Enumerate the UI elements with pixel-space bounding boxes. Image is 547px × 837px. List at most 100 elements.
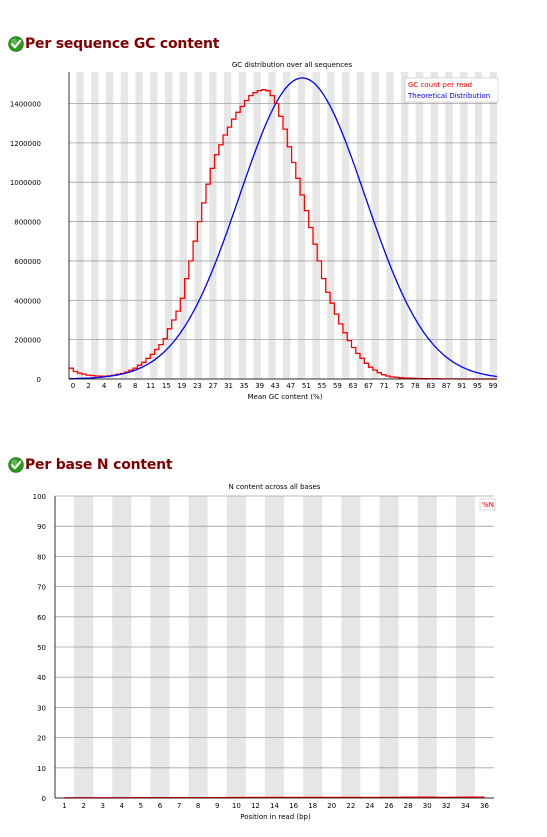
x-tick-label: 34 <box>461 802 470 810</box>
y-tick-label: 800000 <box>14 219 41 227</box>
legend-box <box>404 77 499 103</box>
x-tick-label: 18 <box>308 802 317 810</box>
series-gc-count-line <box>69 89 497 380</box>
section-title: Per sequence GC content <box>25 36 220 52</box>
x-tick-label: 8 <box>133 382 137 390</box>
x-axis-label: Position in read (bp) <box>240 813 311 821</box>
plot-stripe <box>474 72 483 379</box>
x-tick-label: 83 <box>426 382 435 390</box>
x-tick-label: 35 <box>240 382 249 390</box>
chart-title: GC distribution over all sequences <box>232 61 353 69</box>
chart-title: N content across all bases <box>229 483 321 491</box>
plot-stripe <box>297 72 306 379</box>
y-tick-label: 40 <box>37 674 46 682</box>
y-tick-label: 20 <box>37 735 46 743</box>
x-tick-label: 30 <box>423 802 432 810</box>
plot-stripe <box>460 72 468 379</box>
x-tick-label: 6 <box>158 802 163 810</box>
y-tick-label: 90 <box>37 523 46 531</box>
x-tick-label: 20 <box>327 802 336 810</box>
legend-label: GC count per read <box>408 81 472 89</box>
plot-stripe <box>356 72 365 379</box>
x-tick-label: 71 <box>380 382 389 390</box>
x-tick-label: 11 <box>146 382 155 390</box>
y-tick-label: 100 <box>33 493 46 501</box>
plot-stripe <box>76 72 84 379</box>
x-tick-label: 1 <box>62 802 66 810</box>
x-tick-label: 26 <box>385 802 394 810</box>
legend-box <box>479 498 496 511</box>
x-tick-label: 28 <box>404 802 413 810</box>
x-tick-label: 19 <box>177 382 186 390</box>
x-tick-label: 10 <box>232 802 241 810</box>
legend-label: Theoretical Distribution <box>407 92 490 100</box>
plot-stripe <box>327 72 335 379</box>
x-tick-label: 22 <box>346 802 355 810</box>
x-tick-label: 5 <box>139 802 143 810</box>
x-tick-label: 2 <box>81 802 85 810</box>
x-tick-label: 43 <box>271 382 280 390</box>
plot-stripe <box>194 72 202 379</box>
x-tick-label: 24 <box>365 802 374 810</box>
y-tick-label: 50 <box>37 644 46 652</box>
x-tick-label: 91 <box>457 382 466 390</box>
x-tick-label: 31 <box>224 382 233 390</box>
x-tick-label: 32 <box>442 802 451 810</box>
x-tick-label: 87 <box>442 382 451 390</box>
y-tick-label: 200000 <box>14 337 41 345</box>
x-tick-label: 36 <box>480 802 489 810</box>
x-tick-label: 27 <box>209 382 218 390</box>
x-tick-label: 12 <box>251 802 260 810</box>
y-tick-label: 10 <box>37 765 46 773</box>
section-header-gc: Per sequence GC content <box>8 34 219 54</box>
y-tick-label: 1400000 <box>10 100 41 108</box>
plot-stripe <box>238 72 247 379</box>
plot-stripe <box>268 72 276 379</box>
y-tick-label: 30 <box>37 704 46 712</box>
x-tick-label: 39 <box>255 382 264 390</box>
x-tick-label: 6 <box>117 382 122 390</box>
y-tick-label: 0 <box>42 795 46 803</box>
plot-stripe <box>342 72 350 379</box>
plot-stripe <box>179 72 188 379</box>
x-tick-label: 95 <box>473 382 482 390</box>
plot-stripe <box>283 72 291 379</box>
x-tick-label: 3 <box>100 802 104 810</box>
y-tick-label: 1200000 <box>10 140 41 148</box>
legend-label: %N <box>482 501 494 509</box>
pass-check-icon <box>8 457 24 473</box>
plot-stripe <box>150 72 158 379</box>
plot-stripe <box>445 72 453 379</box>
plot-stripe <box>223 72 232 379</box>
plot-stripe <box>415 72 424 379</box>
plot-stripe <box>253 72 261 379</box>
y-tick-label: 1000000 <box>10 179 41 187</box>
plot-stripe <box>209 72 217 379</box>
plot-stripe <box>312 72 320 379</box>
x-tick-label: 75 <box>395 382 404 390</box>
x-tick-label: 4 <box>120 802 125 810</box>
x-tick-label: 8 <box>196 802 200 810</box>
x-tick-label: 55 <box>317 382 326 390</box>
x-tick-label: 47 <box>286 382 295 390</box>
x-tick-label: 23 <box>193 382 202 390</box>
x-tick-label: 2 <box>86 382 90 390</box>
x-tick-label: 0 <box>71 382 75 390</box>
y-tick-label: 400000 <box>14 297 41 305</box>
x-tick-label: 78 <box>411 382 420 390</box>
plot-stripe <box>430 72 438 379</box>
y-tick-label: 70 <box>37 584 46 592</box>
x-tick-label: 7 <box>177 802 181 810</box>
x-tick-label: 59 <box>333 382 342 390</box>
x-tick-label: 67 <box>364 382 373 390</box>
x-tick-label: 16 <box>289 802 298 810</box>
plot-stripe <box>401 72 409 379</box>
x-tick-label: 15 <box>162 382 171 390</box>
y-tick-label: 80 <box>37 553 46 561</box>
x-tick-label: 51 <box>302 382 311 390</box>
gc-content-chart: 0 200000 400000 600000 800000 1000000 1200000 1… <box>10 61 499 401</box>
x-tick-label: 14 <box>270 802 279 810</box>
plot-stripe <box>135 72 143 379</box>
plot-stripe <box>164 72 173 379</box>
